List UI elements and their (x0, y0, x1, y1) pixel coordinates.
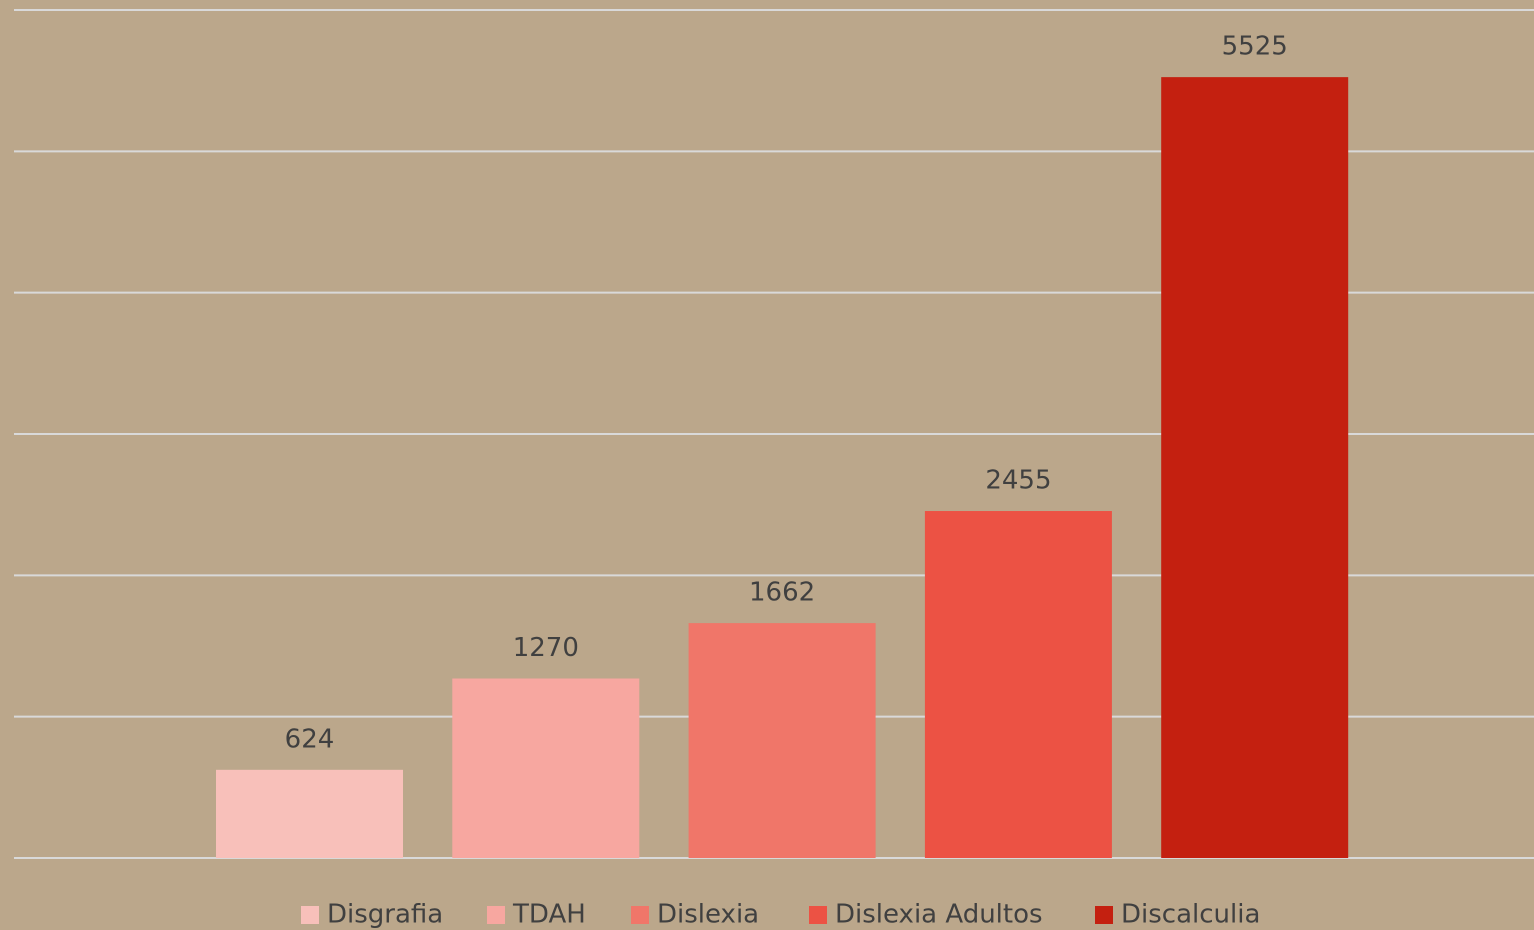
bar (924, 511, 1112, 858)
data-label: 2455 (985, 466, 1051, 496)
legend-swatch (631, 906, 649, 924)
legend-label: Dislexia Adultos (835, 900, 1043, 930)
data-label: 5525 (1222, 32, 1288, 62)
bar (688, 623, 876, 858)
legend-label: TDAH (512, 900, 586, 930)
bar (452, 678, 640, 858)
legend-swatch (301, 906, 319, 924)
data-label: 1270 (513, 633, 579, 663)
bar (216, 769, 403, 858)
legend-label: Dislexia (657, 900, 759, 930)
data-label: 1662 (749, 578, 815, 608)
legend-label: Disgrafia (327, 900, 443, 930)
legend-swatch (809, 906, 827, 924)
data-label: 624 (285, 724, 335, 754)
legend-label: Discalculia (1121, 900, 1260, 930)
legend-swatch (1095, 906, 1113, 924)
legend-swatch (487, 906, 505, 924)
bar (1161, 77, 1349, 859)
